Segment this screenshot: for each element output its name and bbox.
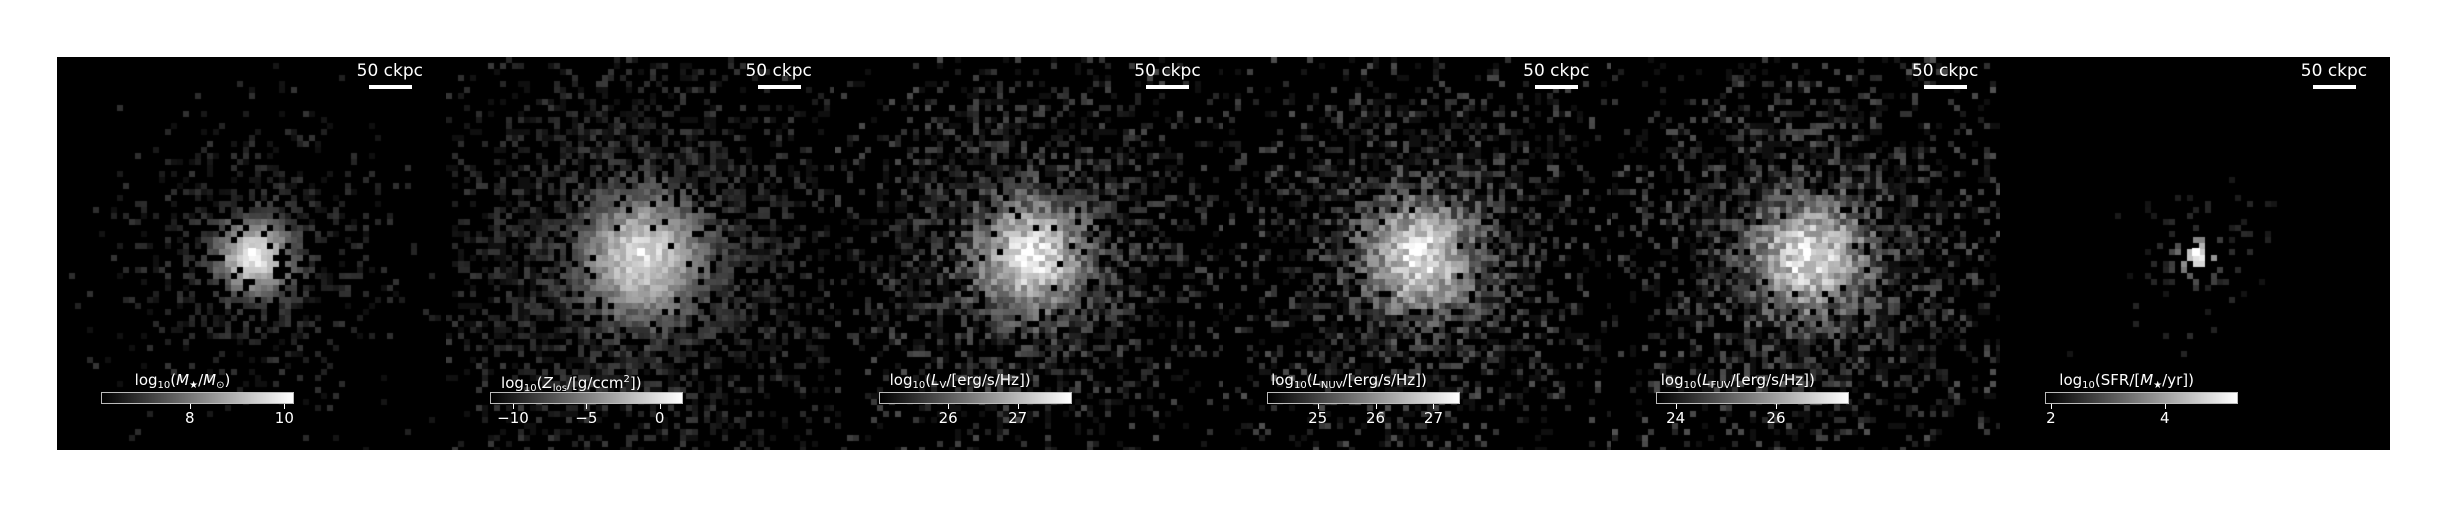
scalebar-label: 50 ckpc	[1911, 61, 1979, 81]
colorbar-label: log10(SFR/[M★/yr])	[2059, 371, 2194, 391]
map-image	[1223, 57, 1612, 450]
colorbar	[101, 392, 294, 404]
colorbar-tick-label: 4	[2160, 409, 2170, 427]
scalebar-line	[1924, 85, 1968, 89]
panel-sfr: 50 ckpc log10(SFR/[M★/yr]) 2 4	[2001, 57, 2390, 450]
colorbar-tick	[189, 404, 191, 409]
colorbar-tick	[284, 404, 286, 409]
colorbar-tick-label: 0	[654, 409, 665, 427]
scalebar-label: 50 ckpc	[356, 61, 424, 81]
colorbar-tick	[1775, 404, 1777, 409]
colorbar-tick	[1317, 404, 1319, 409]
colorbar-tick	[586, 404, 588, 409]
scalebar-line	[1535, 85, 1579, 89]
colorbar-label: log10(LV/[erg/s/Hz])	[889, 371, 1031, 391]
colorbar-tick	[1017, 404, 1019, 409]
colorbar	[2045, 392, 2239, 404]
map-image	[834, 57, 1223, 450]
map-image	[2001, 57, 2390, 450]
colorbar-tick	[512, 404, 514, 409]
colorbar-tick-label: −5	[575, 409, 598, 427]
colorbar-tick-label: 25	[1308, 409, 1328, 427]
panel-v-band: 50 ckpc log10(LV/[erg/s/Hz]) 26 27	[834, 57, 1224, 450]
colorbar-tick-label: 26	[938, 409, 958, 427]
panel-metallicity: 50 ckpc log10(Zlos/[g/ccm2]) −10 −5 0	[445, 57, 835, 450]
colorbar-tick-label: −10	[497, 409, 529, 427]
scalebar-line	[368, 85, 412, 89]
colorbar-tick-label: 10	[274, 409, 294, 427]
scalebar-label: 50 ckpc	[745, 61, 812, 81]
colorbar-label: log10(LNUV/[erg/s/Hz])	[1271, 371, 1427, 391]
scalebar-line	[757, 85, 801, 89]
colorbar-tick	[659, 404, 661, 409]
colorbar-tick	[2164, 404, 2166, 409]
colorbar-tick	[1375, 404, 1377, 409]
colorbar-tick	[1433, 404, 1435, 409]
panel-stellar-mass: 50 ckpc log10(M★/M⊙) 8 10	[57, 57, 446, 450]
map-image	[57, 57, 445, 450]
colorbar-tick-label: 27	[1423, 409, 1443, 427]
map-image	[1612, 57, 2001, 450]
panel-nuv: 50 ckpc log10(LNUV/[erg/s/Hz]) 25 26 27	[1223, 57, 1612, 450]
colorbar-tick-label: 24	[1666, 409, 1686, 427]
map-image	[445, 57, 834, 450]
colorbar-tick-label: 26	[1766, 409, 1786, 427]
image-strip: 50 ckpc log10(M★/M⊙) 8 10 50 ckpc log10(Zlos/…	[57, 57, 2390, 450]
panel-fuv: 50 ckpc log10(LFUV/[erg/s/Hz]) 24 26	[1612, 57, 2001, 450]
colorbar	[1267, 392, 1461, 404]
colorbar-label: log10(M★/M⊙)	[134, 371, 231, 391]
colorbar-tick-label: 26	[1366, 409, 1386, 427]
colorbar-label: log10(LFUV/[erg/s/Hz])	[1660, 371, 1815, 391]
colorbar	[1656, 392, 1850, 404]
colorbar-label: log10(Zlos/[g/ccm2])	[501, 374, 642, 394]
colorbar-tick-label: 27	[1008, 409, 1028, 427]
scalebar-label: 50 ckpc	[1134, 61, 1201, 81]
scalebar-line	[1146, 85, 1190, 89]
scalebar-label: 50 ckpc	[1523, 61, 1590, 81]
colorbar-tick-label: 8	[184, 409, 195, 427]
colorbar-tick	[948, 404, 950, 409]
scalebar-label: 50 ckpc	[2300, 61, 2368, 81]
colorbar	[489, 392, 683, 404]
colorbar	[878, 392, 1072, 404]
colorbar-tick	[1675, 404, 1677, 409]
colorbar-tick	[2050, 404, 2052, 409]
colorbar-tick-label: 2	[2046, 409, 2056, 427]
scalebar-line	[2312, 85, 2356, 89]
